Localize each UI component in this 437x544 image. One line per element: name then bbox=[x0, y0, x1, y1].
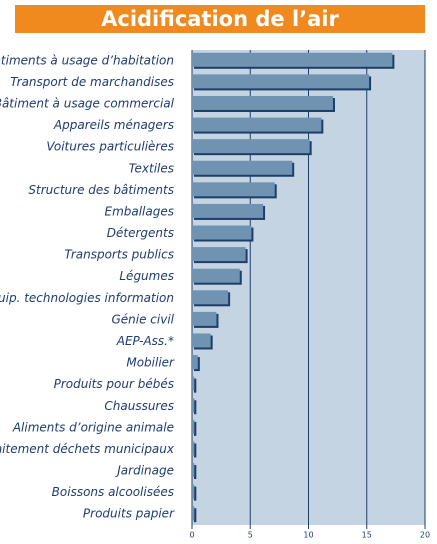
y-tick-label: Voitures particulières bbox=[46, 140, 174, 154]
bar bbox=[192, 333, 211, 348]
bar bbox=[192, 203, 264, 218]
bar bbox=[192, 52, 393, 67]
bar bbox=[192, 419, 195, 434]
title-banner bbox=[15, 5, 425, 33]
y-tick-label: Chaussures bbox=[104, 399, 174, 413]
bar bbox=[192, 117, 322, 132]
bar bbox=[192, 95, 333, 110]
bar bbox=[192, 160, 293, 175]
bar bbox=[192, 376, 195, 391]
x-tick-label: 0 bbox=[189, 531, 194, 540]
bar bbox=[192, 311, 217, 326]
bar-shadow bbox=[194, 400, 197, 415]
x-tick-label: 15 bbox=[362, 531, 372, 540]
y-tick-label: Textiles bbox=[129, 161, 174, 175]
y-tick-label: Légumes bbox=[119, 269, 174, 283]
bar bbox=[192, 355, 198, 370]
x-tick-label: 10 bbox=[303, 531, 313, 540]
bar-shadow bbox=[194, 465, 197, 480]
x-tick-label: 5 bbox=[248, 531, 253, 540]
bar bbox=[192, 247, 246, 262]
y-tick-label: Jardinage bbox=[115, 464, 174, 478]
bar-shadow bbox=[194, 443, 197, 458]
y-tick-label: Détergents bbox=[107, 226, 174, 240]
y-tick-label: Bâtiment à usage commercial bbox=[0, 96, 175, 110]
y-tick-label: Boissons alcoolisées bbox=[52, 485, 174, 499]
bar-shadow bbox=[194, 486, 197, 501]
y-tick-label: Produits papier bbox=[83, 507, 175, 521]
y-tick-label: Transports publics bbox=[64, 248, 174, 262]
bar-shadow bbox=[194, 421, 197, 436]
y-tick-label: Produits pour bébés bbox=[54, 377, 174, 391]
bar bbox=[192, 290, 229, 305]
bar bbox=[192, 441, 195, 456]
bar bbox=[192, 225, 252, 240]
y-tick-label: Aliments d’origine animale bbox=[12, 420, 174, 434]
y-tick-label: Structure des bâtiments bbox=[28, 183, 174, 197]
y-tick-label: AEP-Ass.* bbox=[116, 334, 174, 348]
bar bbox=[192, 463, 195, 478]
y-tick-label: Génie civil bbox=[111, 312, 174, 326]
y-tick-label: Bâtiments à usage d’habitation bbox=[0, 53, 174, 67]
bar bbox=[192, 182, 275, 197]
bar bbox=[192, 506, 195, 521]
y-tick-label: Emballages bbox=[104, 204, 174, 218]
y-tick-label: Traitement déchets municipaux bbox=[0, 442, 175, 456]
y-tick-label: Mobilier bbox=[126, 356, 175, 370]
bar-shadow bbox=[194, 508, 197, 523]
bar bbox=[192, 139, 310, 154]
bar bbox=[192, 74, 370, 89]
bar bbox=[192, 398, 195, 413]
y-tick-label: Appareils ménagers bbox=[53, 118, 174, 132]
bar-shadow bbox=[194, 378, 197, 393]
x-tick-label: 20 bbox=[420, 531, 430, 540]
chart-title: Acidification de l’air bbox=[101, 7, 339, 31]
bar bbox=[192, 484, 195, 499]
y-tick-label: Transport de marchandises bbox=[10, 75, 174, 89]
y-tick-label: Equip. technologies information bbox=[0, 291, 174, 305]
bar bbox=[192, 268, 240, 283]
